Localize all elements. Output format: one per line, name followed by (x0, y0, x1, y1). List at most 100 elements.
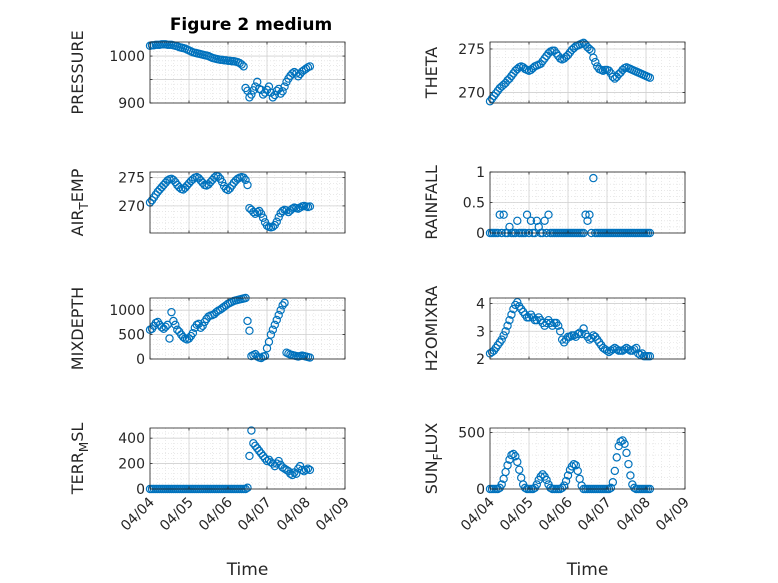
data-point (278, 301, 287, 310)
data-point (249, 207, 258, 217)
data-point (507, 310, 516, 319)
data-point (612, 453, 621, 462)
data-point (272, 459, 281, 468)
data-point (624, 459, 633, 469)
data-point (196, 323, 205, 332)
data-point (270, 90, 279, 100)
data-point (264, 337, 274, 347)
data-point (276, 89, 285, 98)
subplot-theta: 270 275 THETA (422, 38, 686, 106)
data-point (526, 216, 536, 225)
data-point (515, 465, 524, 474)
data-point (188, 328, 198, 338)
y-tick-label: 500 (458, 426, 485, 442)
axes-box (149, 427, 346, 490)
data-point (591, 57, 600, 67)
data-point (282, 206, 291, 215)
y-tick-label: 400 (118, 431, 145, 447)
y-tick-label: 270 (458, 86, 485, 102)
x-tick-label: 04/06 (536, 494, 576, 534)
data-point (266, 330, 276, 339)
x-axis-label: Time (566, 560, 609, 580)
data-point (272, 315, 281, 325)
data-point (604, 66, 614, 75)
data-point (305, 465, 315, 475)
y-tick-label: 3 (476, 324, 485, 340)
subplot-rainfall: 0 0.5 1 RAINFALL (422, 165, 686, 242)
data-point (233, 174, 242, 183)
data-point (645, 352, 655, 361)
data-point (497, 335, 506, 344)
data-point (210, 173, 219, 182)
y-tick-label: 200 (118, 457, 145, 473)
y-tick-label: 0 (136, 352, 145, 368)
data-point (495, 210, 504, 219)
data-point (536, 59, 545, 68)
data-point (635, 350, 645, 360)
data-point (260, 351, 270, 361)
x-axis-label: Time (226, 560, 269, 580)
data-point (589, 173, 598, 183)
data-point (567, 462, 577, 471)
y-axis-label: H2OMIXRA (422, 286, 441, 372)
data-point (278, 87, 287, 96)
data-point (499, 210, 508, 219)
data-point (503, 461, 512, 470)
data-point (194, 319, 203, 329)
data-point (552, 49, 561, 58)
data-point (278, 206, 287, 216)
y-tick-label: 900 (118, 96, 145, 112)
data-point (237, 60, 246, 69)
data-point (268, 325, 278, 334)
data-point (579, 324, 588, 333)
data-point (522, 210, 532, 219)
data-point (513, 457, 522, 467)
y-tick-label: 0 (476, 482, 485, 498)
data-point (602, 346, 612, 355)
x-tick-label: 04/09 (313, 495, 353, 535)
data-point (239, 173, 248, 182)
data-point (573, 466, 582, 476)
data-point (511, 452, 520, 461)
data-point (620, 345, 629, 354)
data-point (505, 74, 514, 83)
data-point (276, 306, 285, 315)
x-tick-label: 04/04 (118, 494, 158, 534)
plot-area (490, 428, 685, 489)
axes-box (149, 297, 346, 360)
data-point (268, 93, 278, 102)
data-point (270, 320, 279, 330)
x-tick-label: 04/05 (497, 495, 537, 535)
data-point (243, 483, 252, 492)
figure-title: Figure 2 medium (170, 15, 332, 35)
data-point (274, 310, 283, 320)
data-point (262, 221, 272, 230)
x-tick-label: 04/09 (653, 495, 693, 535)
y-tick-label: 4 (476, 297, 485, 313)
y-tick-label: 1000 (109, 49, 145, 65)
data-point (253, 207, 262, 217)
data-point (256, 353, 266, 363)
x-tick-label: 04/08 (614, 495, 654, 535)
y-tick-label: 270 (118, 199, 145, 215)
data-point (589, 53, 598, 62)
y-tick-label: 1000 (109, 303, 145, 319)
data-point (538, 470, 547, 479)
y-axis-label: MIXDEPTH (68, 287, 87, 370)
data-point (557, 483, 567, 493)
y-axis-label: SUNFLUX (422, 423, 445, 495)
x-tick-label: 04/05 (157, 495, 197, 535)
axes-box (149, 171, 346, 234)
x-tick-label: 04/08 (274, 495, 314, 535)
data-point (540, 54, 549, 63)
data-point (565, 332, 575, 342)
data-point (260, 454, 270, 463)
data-point (585, 210, 594, 219)
data-point (217, 177, 227, 187)
data-point (301, 465, 311, 475)
data-point (245, 326, 254, 335)
data-point (305, 62, 315, 71)
data-point (532, 480, 542, 489)
data-point (247, 426, 256, 435)
